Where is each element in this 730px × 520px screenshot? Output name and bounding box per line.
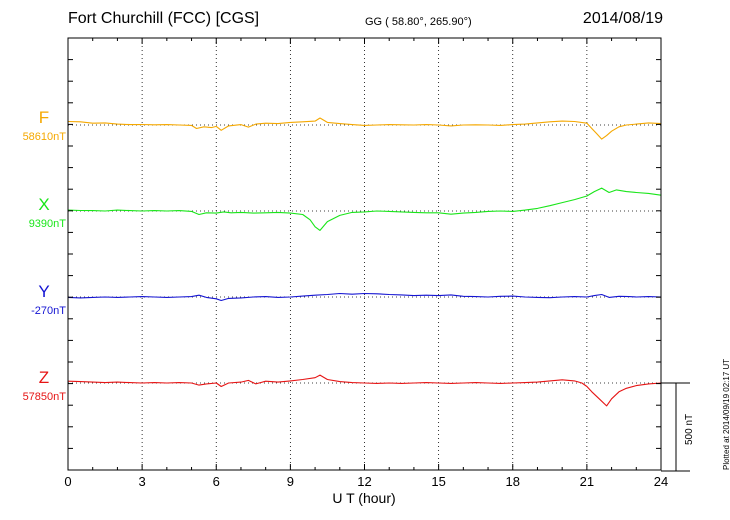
series-line-x	[67, 187, 662, 231]
x-tick-label: 3	[139, 474, 146, 489]
component-letter-x: X	[38, 195, 50, 214]
series-line-f	[67, 117, 662, 140]
x-tick-label: 21	[580, 474, 594, 489]
axis-ticks	[67, 37, 662, 470]
component-baseline-x: 9390nT	[28, 218, 66, 230]
station-title: Fort Churchill (FCC) [CGS]	[68, 10, 260, 27]
x-tick-label: 15	[431, 474, 445, 489]
scale-bar-label: 500 nT	[684, 413, 695, 445]
date-label: 2014/08/19	[582, 10, 663, 27]
series-layer	[67, 117, 662, 407]
x-tick-label: 18	[506, 474, 520, 489]
scale-bar	[661, 382, 690, 472]
x-tick-label: 0	[64, 474, 71, 489]
geographic-coordinates: GG ( 58.80°, 265.90°)	[365, 16, 472, 28]
x-tick-label: 12	[357, 474, 371, 489]
component-baseline-f: 58610nT	[22, 131, 66, 143]
component-letter-f: F	[38, 108, 50, 127]
component-letter-y: Y	[38, 282, 50, 301]
x-tick-label: 6	[213, 474, 220, 489]
series-line-y	[67, 292, 662, 302]
grid-lines	[68, 38, 661, 470]
x-axis-label: U T (hour)	[332, 490, 395, 506]
x-tick-labels: 0 3 6 9 12 15 18 21 24	[64, 474, 668, 489]
series-line-z	[67, 374, 662, 407]
component-baseline-z: 57850nT	[22, 391, 66, 403]
x-tick-label: 9	[287, 474, 294, 489]
component-baseline-y: -270nT	[31, 305, 66, 317]
plotted-timestamp: Plotted at 2014/09/19 02:17 UT	[722, 358, 730, 470]
x-tick-label: 24	[654, 474, 668, 489]
component-letter-z: Z	[38, 368, 50, 387]
